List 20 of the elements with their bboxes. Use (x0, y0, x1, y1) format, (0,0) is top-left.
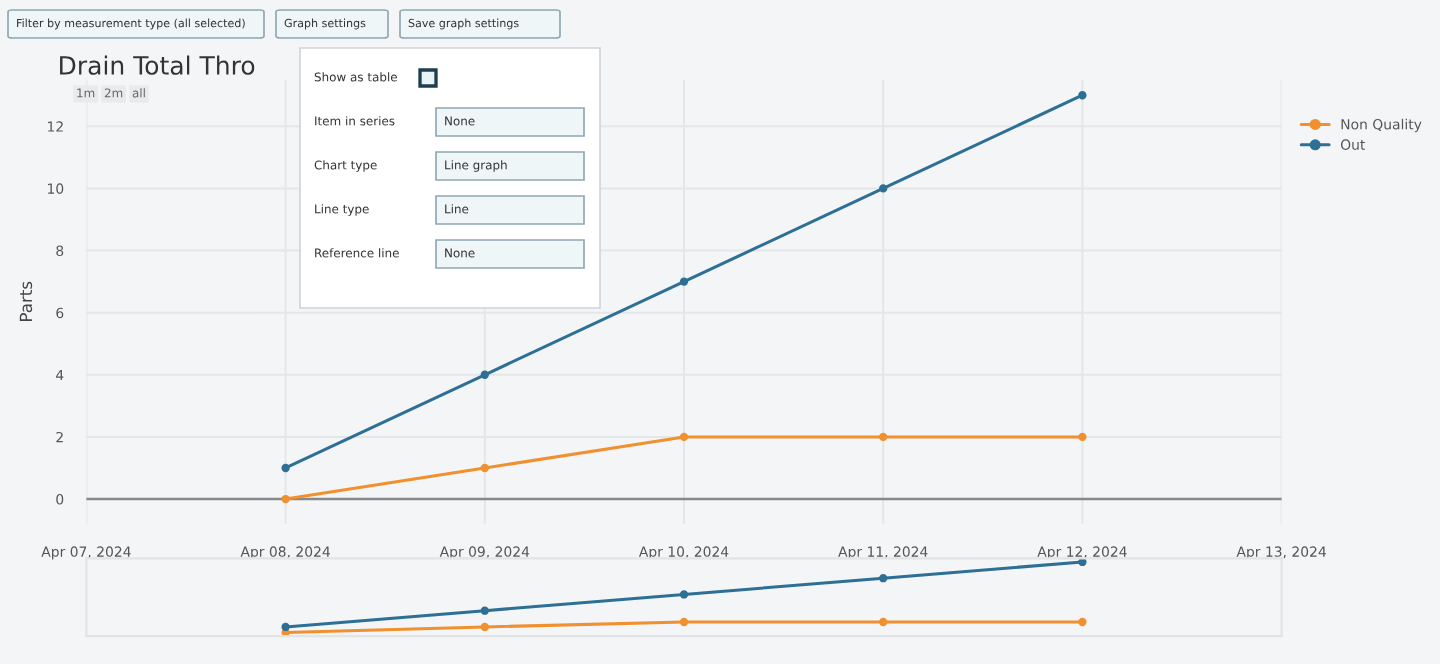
point (879, 184, 888, 193)
point (480, 370, 489, 379)
y-axis-title: Parts (19, 281, 33, 321)
point (480, 463, 489, 473)
point (879, 617, 888, 627)
point (281, 494, 290, 504)
point (1078, 432, 1087, 442)
point (879, 432, 888, 442)
point (281, 463, 290, 473)
point (879, 574, 888, 583)
point (480, 606, 489, 615)
point (480, 622, 489, 632)
point (679, 617, 689, 627)
chart-title: Drain Total Thro (60, 55, 255, 75)
point (679, 277, 689, 286)
point (679, 590, 689, 599)
point (1078, 91, 1087, 100)
point (281, 622, 290, 632)
point (679, 432, 689, 442)
point (1078, 617, 1087, 627)
